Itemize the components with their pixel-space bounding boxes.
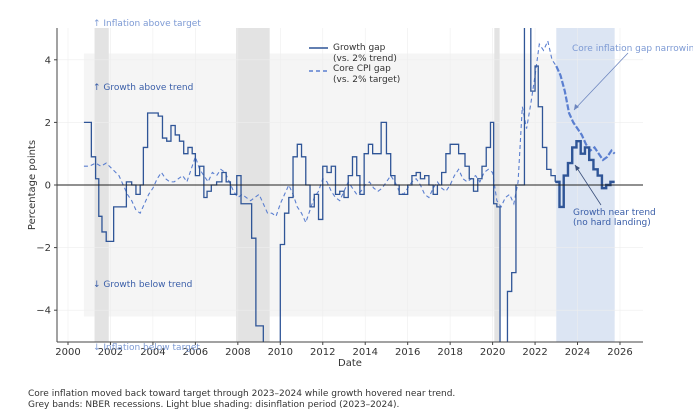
caption-line-2: Grey bands: NBER recessions. Light blue …	[28, 400, 400, 410]
y-axis-label: Percentage points	[27, 140, 38, 230]
x-tick-label: 2006	[183, 347, 208, 358]
x-tick-label: 2008	[225, 347, 250, 358]
cpi-gap-line	[83, 39, 557, 225]
caption-line-1: Core inflation moved back toward target …	[28, 389, 456, 399]
x-tick-label: 2016	[395, 347, 420, 358]
y-tick-label: 4	[45, 55, 51, 66]
x-tick-label: 2000	[55, 347, 80, 358]
x-tick-label: 2014	[352, 347, 377, 358]
annotation-growth-near-trend: Growth near trend	[573, 208, 656, 218]
x-tick-label: 2018	[437, 347, 462, 358]
annotation-inflation-below-target: ↓ Inflation below target	[93, 343, 200, 353]
y-tick-label: 0	[45, 181, 51, 192]
x-tick-label: 2020	[480, 347, 505, 358]
x-tick-label: 2024	[565, 347, 590, 358]
legend-growth-sublabel: (vs. 2% trend)	[333, 54, 397, 64]
y-tick-label: 2	[45, 118, 51, 129]
annotation-arrow-growth	[574, 164, 602, 206]
x-axis-label: Date	[338, 358, 362, 369]
annotation-no-hard-landing: (no hard landing)	[573, 218, 651, 228]
legend-cpi-sublabel: (vs. 2% target)	[333, 75, 400, 85]
x-tick-label: 2022	[522, 347, 547, 358]
annotation-arrowhead-growth	[575, 165, 580, 171]
x-tick-label: 2002	[98, 347, 123, 358]
y-tick-label: −2	[36, 243, 51, 254]
annotation-arrowhead-inflation	[574, 104, 579, 110]
legend: Growth gap (vs. 2% trend) Core CPI gap (…	[309, 43, 400, 85]
x-tick-label: 2012	[310, 347, 335, 358]
growth-gap-line	[83, 28, 556, 342]
x-tick-label: 2010	[268, 347, 293, 358]
x-tick-label: 2026	[607, 347, 632, 358]
cpi-gap-line-highlight	[555, 65, 616, 162]
legend-cpi-label: Core CPI gap	[333, 64, 391, 74]
annotation-inflation-above-target: ↑ Inflation above target	[93, 19, 201, 29]
annotation-growth-below-trend: ↓ Growth below trend	[93, 280, 192, 290]
growth-gap-line-highlight	[555, 139, 615, 209]
annotation-arrow-inflation	[573, 52, 629, 111]
annotation-core-inflation-narrowing: Core inflation gap narrowing	[572, 44, 693, 54]
y-tick-label: −4	[36, 306, 51, 317]
annotation-growth-above-trend: ↑ Growth above trend	[93, 83, 193, 93]
legend-growth-label: Growth gap	[333, 43, 386, 53]
x-tick-label: 2004	[140, 347, 165, 358]
